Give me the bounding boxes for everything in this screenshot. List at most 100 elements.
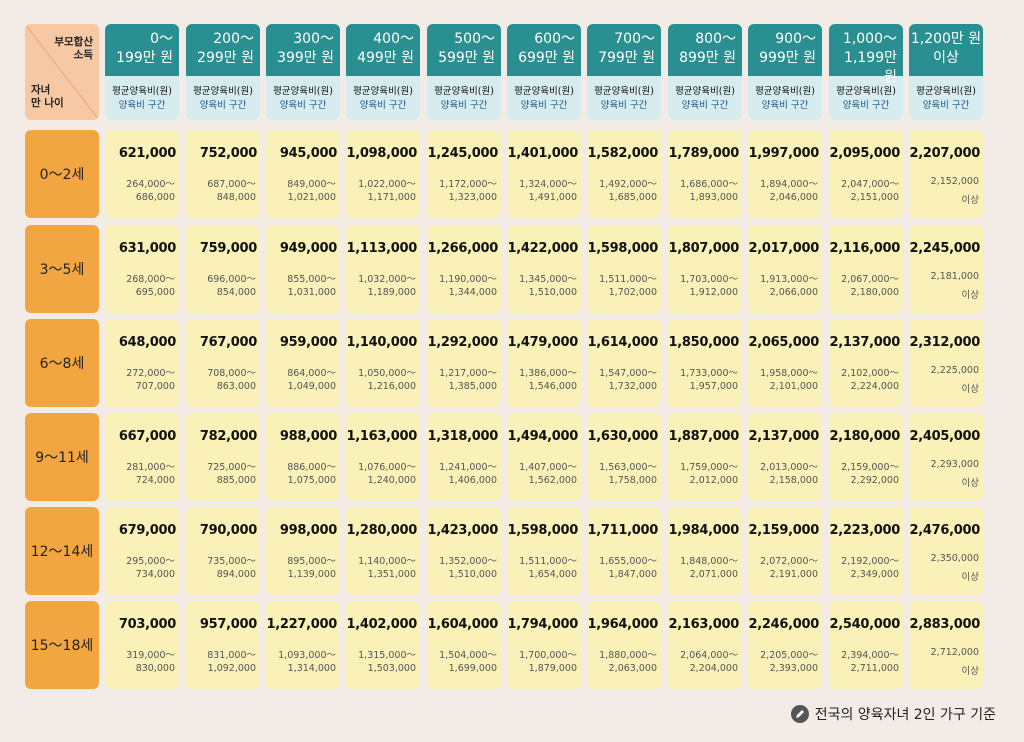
income-range-line2: 699만 원: [518, 50, 575, 66]
table-cell: 998,000 895,000～ 1,139,000: [266, 507, 340, 595]
range-high: 848,000: [216, 192, 256, 203]
range-high: 686,000: [135, 192, 175, 203]
age-row-header: 9～11세: [25, 413, 99, 501]
average-cost: 1,614,000: [587, 335, 659, 350]
range-low: 1,172,000～: [439, 179, 497, 190]
range-low: 2,064,000～: [680, 650, 738, 661]
range-low: 687,000～: [207, 179, 256, 190]
income-range-line1: 1,200만 원: [910, 31, 982, 47]
cost-range-label: 양육비 구간: [440, 100, 488, 111]
range-low: 2,192,000～: [841, 556, 899, 567]
range-low: 1,759,000～: [680, 462, 738, 473]
range-high: 1,216,000: [367, 381, 416, 392]
income-range-line2: 799만 원: [598, 50, 655, 66]
range-low: 831,000～: [207, 650, 256, 661]
cost-range-label: 양육비 구간: [118, 100, 166, 111]
range-low: 1,563,000～: [599, 462, 657, 473]
average-cost: 1,318,000: [427, 429, 499, 444]
range-low: 1,492,000～: [599, 179, 657, 190]
avg-cost-label: 평균양육비(원): [755, 86, 815, 97]
range-high: 2,012,000: [689, 475, 738, 486]
average-cost: 988,000: [279, 429, 337, 444]
average-cost: 1,789,000: [668, 146, 740, 161]
table-cell: 2,180,000 2,159,000～ 2,292,000: [829, 413, 903, 501]
average-cost: 782,000: [199, 429, 257, 444]
table-cell: 782,000 725,000～ 885,000: [186, 413, 260, 501]
table-cell: 2,540,000 2,394,000～ 2,711,000: [829, 601, 903, 689]
column-subheader: 평균양육비(원) 양육비 구간: [587, 76, 661, 113]
range-low: 1,913,000～: [760, 274, 818, 285]
income-range-line1: 700～: [614, 31, 655, 47]
income-range-line2: 599만 원: [438, 50, 495, 66]
range-low: 1,345,000～: [519, 274, 577, 285]
average-cost: 949,000: [279, 241, 337, 256]
table-cell: 2,476,000 2,350,000 이상: [909, 507, 983, 595]
column-subheader: 평균양육비(원) 양육비 구간: [909, 76, 983, 113]
income-range: 1,000～ 1,199만 원: [829, 24, 903, 85]
range-high: 734,000: [135, 569, 175, 580]
average-cost: 1,582,000: [587, 146, 659, 161]
table-cell: 1,422,000 1,345,000～ 1,510,000: [507, 225, 581, 313]
income-column-header: 0～ 199만 원 평균양육비(원) 양육비 구간: [105, 24, 179, 120]
age-row-header: 0～2세: [25, 130, 99, 218]
cost-range-label: 양육비 구간: [600, 100, 648, 111]
average-cost: 1,227,000: [266, 617, 338, 632]
income-range-line1: 300～: [293, 31, 334, 47]
range-high: 2,101,000: [769, 381, 818, 392]
average-cost: 957,000: [199, 617, 257, 632]
range-low: 1,217,000～: [439, 368, 497, 379]
range-low: 2,152,000: [930, 176, 979, 187]
range-low: 2,013,000～: [760, 462, 818, 473]
table-cell: 1,807,000 1,703,000～ 1,912,000: [668, 225, 742, 313]
avg-cost-label: 평균양육비(원): [112, 86, 172, 97]
range-low: 2,102,000～: [841, 368, 899, 379]
average-cost: 1,604,000: [427, 617, 499, 632]
table-cell: 1,163,000 1,076,000～ 1,240,000: [346, 413, 420, 501]
average-cost: 2,137,000: [829, 335, 901, 350]
range-high: 1,847,000: [608, 569, 657, 580]
table-cell: 1,582,000 1,492,000～ 1,685,000: [587, 130, 661, 218]
average-cost: 1,140,000: [346, 335, 418, 350]
table-cell: 2,246,000 2,205,000～ 2,393,000: [748, 601, 822, 689]
average-cost: 1,711,000: [587, 523, 659, 538]
average-cost: 648,000: [118, 335, 176, 350]
table-cell: 2,137,000 2,013,000～ 2,158,000: [748, 413, 822, 501]
range-low: 272,000～: [126, 368, 175, 379]
income-range: 1,200만 원 이상: [909, 24, 983, 76]
avg-cost-label: 평균양육비(원): [353, 86, 413, 97]
average-cost: 752,000: [199, 146, 257, 161]
income-column-header: 400～ 499만 원 평균양육비(원) 양육비 구간: [346, 24, 420, 120]
range-high: 이상: [961, 666, 979, 677]
avg-cost-label: 평균양육비(원): [273, 86, 333, 97]
average-cost: 1,401,000: [507, 146, 579, 161]
income-range-line2: 899만 원: [679, 50, 736, 66]
table-cell: 759,000 696,000～ 854,000: [186, 225, 260, 313]
average-cost: 1,807,000: [668, 241, 740, 256]
range-low: 1,703,000～: [680, 274, 738, 285]
range-low: 2,047,000～: [841, 179, 899, 190]
range-low: 1,386,000～: [519, 368, 577, 379]
range-low: 696,000～: [207, 274, 256, 285]
range-low: 295,000～: [126, 556, 175, 567]
diagonal-divider: [25, 24, 99, 120]
average-cost: 2,246,000: [748, 617, 820, 632]
range-high: 2,191,000: [769, 569, 818, 580]
average-cost: 767,000: [199, 335, 257, 350]
table-cell: 648,000 272,000～ 707,000: [105, 319, 179, 407]
table-cell: 2,065,000 1,958,000～ 2,101,000: [748, 319, 822, 407]
range-low: 264,000～: [126, 179, 175, 190]
table-cell: 1,494,000 1,407,000～ 1,562,000: [507, 413, 581, 501]
average-cost: 959,000: [279, 335, 337, 350]
table-cell: 1,280,000 1,140,000～ 1,351,000: [346, 507, 420, 595]
income-range-line1: 1,000～: [842, 31, 897, 47]
avg-cost-label: 평균양육비(원): [916, 86, 976, 97]
average-cost: 945,000: [279, 146, 337, 161]
income-range: 900～ 999만 원: [748, 24, 822, 76]
table-cell: 949,000 855,000～ 1,031,000: [266, 225, 340, 313]
avg-cost-label: 평균양육비(원): [193, 86, 253, 97]
table-cell: 1,401,000 1,324,000～ 1,491,000: [507, 130, 581, 218]
avg-cost-label: 평균양육비(원): [836, 86, 896, 97]
range-high: 2,711,000: [850, 663, 899, 674]
average-cost: 1,887,000: [668, 429, 740, 444]
table-cell: 959,000 864,000～ 1,049,000: [266, 319, 340, 407]
